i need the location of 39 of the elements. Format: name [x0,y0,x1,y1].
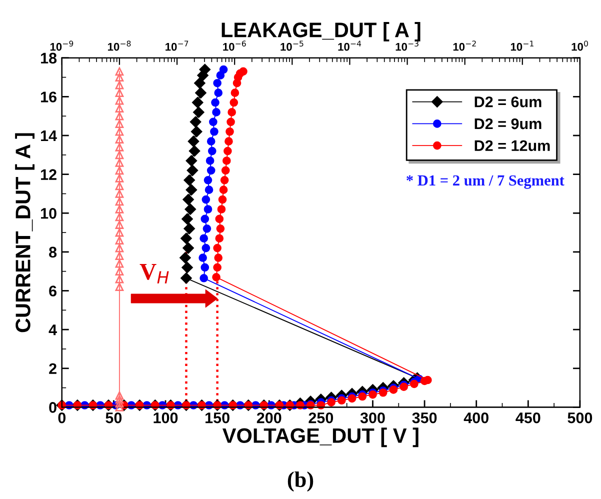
x2-axis-title: LEAKAGE_DUT [ A ] [222,22,420,42]
x-tick-label: 0 [58,412,66,424]
annotation: * D1 = 2 um / 7 Segment [406,175,564,189]
legend-label: D2 = 6um [474,96,542,108]
y-tick-label: 8 [49,246,57,258]
text: (b) [288,471,314,492]
y-tick-label: 16 [41,92,56,102]
x-tick-label: 150 [206,412,230,424]
x2-tick-label: 10$^{−1}$ [510,40,534,51]
x2-tick-label: 10$^{−6}$ [223,40,246,51]
x-tick-label: 300 [360,412,385,424]
x2-tick-label: 10$^{0}$ [572,40,588,51]
x-tick-label: 100 [154,412,178,424]
x-tick-label: 250 [308,412,334,424]
x2-tick-label: 10$^{−8}$ [108,40,131,51]
x2-tick-label: 10$^{−2}$ [453,40,476,51]
x2-tick-label: 10$^{−4}$ [338,40,362,51]
annotation: V$_{H}$ [140,264,169,284]
y-tick-label: 0 [49,402,56,413]
x-tick-label: 200 [256,412,282,424]
x2-tick-label: 10$^{−7}$ [166,40,188,51]
x2-tick-label: 10$^{−5}$ [280,40,304,51]
y-tick-label: 14 [41,130,57,142]
y-tick-label: 10 [41,208,56,219]
x2-tick-label: 10$^{−9}$ [50,40,74,51]
y-tick-label: 18 [41,52,57,64]
x-tick-label: 400 [464,412,488,424]
x-tick-label: 350 [412,412,437,424]
x-tick-label: 500 [568,412,592,424]
y-tick-label: 4 [48,324,57,336]
y-tick-label: 6 [49,286,56,296]
x-axis-title: VOLTAGE_DUT [ V ] [222,428,418,448]
x-tick-label: 50 [106,412,122,424]
legend-label: D2 = 12um [474,140,550,152]
x-tick-label: 450 [516,412,540,424]
y-tick-label: 12 [41,169,56,180]
y-tick-label: 2 [49,363,56,374]
y-axis-title: CURRENT_DUT [ A ] [15,133,34,332]
legend-label: D2 = 9um [474,118,542,130]
